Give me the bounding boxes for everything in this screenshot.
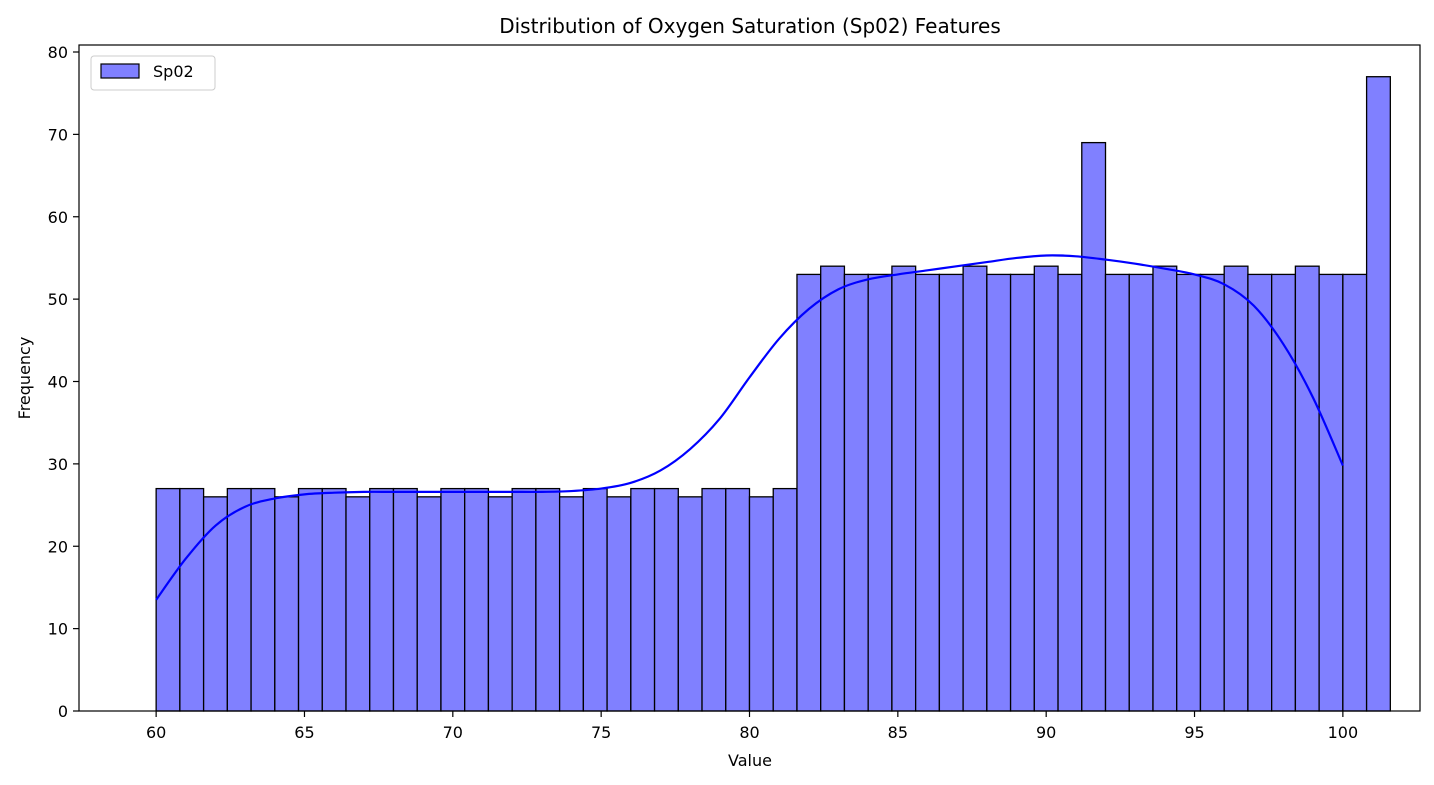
histogram-bar (1152, 265, 1178, 712)
y-tick-label: 70 (48, 125, 68, 144)
histogram-bar (725, 487, 751, 712)
x-tick-label: 70 (443, 723, 463, 742)
y-tick-label: 60 (48, 208, 68, 227)
histogram-bar (1033, 265, 1059, 712)
histogram-bar (1365, 76, 1391, 712)
y-tick-label: 50 (48, 290, 68, 309)
histogram-bar (345, 496, 371, 712)
histogram-bar (1104, 273, 1130, 712)
legend-swatch (100, 63, 140, 79)
legend-label: Sp02 (153, 62, 194, 81)
x-tick-label: 85 (888, 723, 908, 742)
x-tick-label: 80 (739, 723, 759, 742)
histogram-bar (962, 265, 988, 712)
histogram-bar (1176, 273, 1202, 712)
chart-title: Distribution of Oxygen Saturation (Sp02)… (499, 14, 1001, 38)
histogram-bar (558, 496, 584, 712)
histogram-bar (297, 487, 323, 712)
histogram-bar (511, 487, 537, 712)
histogram-bar (226, 487, 252, 712)
histogram-bar (582, 487, 608, 712)
kde-curve (155, 254, 1344, 601)
histogram-bar (202, 496, 228, 712)
histogram-bar (392, 487, 418, 712)
histogram-bar (630, 487, 656, 712)
histogram-bar (155, 487, 181, 712)
histogram-bar (179, 487, 205, 712)
y-tick-label: 30 (48, 455, 68, 474)
histogram-bar (1128, 273, 1154, 712)
histogram-bar (1009, 273, 1035, 712)
y-tick-label: 0 (58, 702, 68, 721)
histogram-bar (250, 487, 276, 712)
histogram-bar (867, 273, 893, 712)
histogram-bar (321, 487, 347, 712)
histogram-bar (1199, 273, 1225, 712)
histogram-bar (464, 487, 490, 712)
histogram-bar (938, 273, 964, 712)
y-axis-ticks: 0 10 20 30 40 50 60 70 80 (48, 43, 79, 721)
histogram-bar (820, 265, 846, 712)
x-tick-label: 90 (1036, 723, 1056, 742)
y-tick-label: 20 (48, 537, 68, 556)
histogram-bar (1318, 273, 1344, 712)
histogram-bar (796, 273, 822, 712)
x-tick-label: 60 (146, 723, 166, 742)
histogram-bar (1081, 141, 1107, 712)
histogram-bar (772, 487, 798, 712)
histogram-bar (891, 265, 917, 712)
legend: Sp02 (90, 55, 216, 91)
histogram-bar (677, 496, 703, 712)
histogram-bar (606, 496, 632, 712)
x-tick-label: 75 (591, 723, 611, 742)
histogram-bar (1342, 273, 1368, 712)
y-axis-label: Frequency (15, 337, 34, 420)
histogram-bar (1294, 265, 1320, 712)
histogram-bar (748, 496, 774, 712)
histogram-bar (914, 273, 941, 712)
histogram-bar (701, 487, 727, 712)
histogram-bar (986, 273, 1012, 712)
histogram-bar (1223, 265, 1249, 712)
histogram-bar (274, 496, 300, 712)
histogram-bar (440, 487, 466, 712)
y-tick-label: 10 (48, 620, 68, 639)
histogram-bar (653, 487, 679, 712)
histogram-bar (369, 487, 395, 712)
histogram-bar (487, 496, 513, 712)
x-axis-label: Value (728, 751, 772, 770)
x-tick-label: 95 (1184, 723, 1204, 742)
histogram-bar (843, 273, 869, 712)
x-tick-label: 65 (294, 723, 314, 742)
histogram-bars (155, 76, 1391, 712)
histogram-bar (416, 496, 442, 712)
histogram-bar (1271, 273, 1297, 712)
histogram-bar (1247, 273, 1273, 712)
y-tick-label: 80 (48, 43, 68, 62)
y-tick-label: 40 (48, 373, 68, 392)
x-tick-label: 100 (1328, 723, 1359, 742)
histogram-bar (535, 487, 561, 712)
histogram-bar (1057, 273, 1083, 712)
x-axis-ticks: 60 65 70 75 80 85 90 95 100 (146, 711, 1358, 742)
